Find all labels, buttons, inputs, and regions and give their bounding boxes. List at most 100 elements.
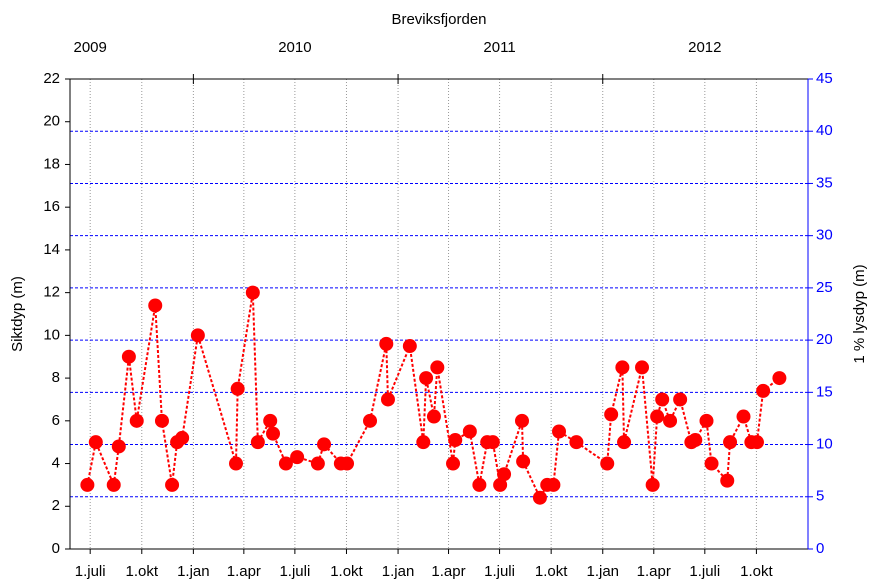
data-point (472, 477, 487, 492)
x-tick-label: 1.okt (330, 563, 363, 580)
data-point (635, 360, 650, 375)
y2-tick-label: 10 (816, 436, 833, 453)
data-point (569, 435, 584, 450)
x-tick-label: 1.okt (535, 563, 568, 580)
x-tick-label: 1.okt (126, 563, 159, 580)
data-point (516, 454, 531, 469)
data-point (263, 413, 278, 428)
y-tick-label: 6 (52, 412, 60, 429)
x-tick-label: 1.jan (586, 563, 619, 580)
data-point (600, 456, 615, 471)
data-point (655, 392, 670, 407)
data-point (363, 413, 378, 428)
data-point (266, 426, 281, 441)
data-point (379, 336, 394, 351)
data-point (704, 456, 719, 471)
data-point (175, 430, 190, 445)
data-point (532, 490, 547, 505)
data-point (426, 409, 441, 424)
x-tick-label: 1.apr (431, 563, 465, 580)
data-point (749, 435, 764, 450)
y2-tick-label: 45 (816, 70, 833, 87)
data-point (617, 435, 632, 450)
data-point (111, 439, 126, 454)
data-line (86, 292, 781, 500)
data-point (688, 433, 703, 448)
data-point (645, 477, 660, 492)
data-point (80, 477, 95, 492)
year-label: 2009 (74, 39, 107, 56)
y2-tick-label: 5 (816, 488, 824, 505)
y2-tick-label: 35 (816, 174, 833, 191)
x-tick-label: 1.okt (740, 563, 773, 580)
chart-title: Breviksfjorden (391, 11, 486, 28)
data-point (250, 435, 265, 450)
data-point (129, 413, 144, 428)
data-point (88, 435, 103, 450)
data-point (446, 456, 461, 471)
x-tick-label: 1.apr (637, 563, 671, 580)
data-point (380, 392, 395, 407)
data-point (552, 424, 567, 439)
data-point (615, 360, 630, 375)
x-tick-label: 1.apr (227, 563, 261, 580)
y-tick-label: 16 (43, 198, 60, 215)
data-point (462, 424, 477, 439)
y-tick-label: 12 (43, 284, 60, 301)
data-point (290, 450, 305, 465)
y2-tick-label: 25 (816, 279, 833, 296)
data-point (317, 437, 332, 452)
data-point (278, 456, 293, 471)
data-point (772, 371, 787, 386)
y-tick-label: 0 (52, 540, 60, 557)
data-point (148, 298, 163, 313)
data-point (673, 392, 688, 407)
y-axis-label: Siktdyp (m) (9, 276, 26, 352)
data-point (419, 371, 434, 386)
x-tick-label: 1.juli (279, 563, 310, 580)
data-point (485, 435, 500, 450)
x-tick-label: 1.jan (382, 563, 415, 580)
data-point (650, 409, 665, 424)
year-label: 2012 (688, 39, 721, 56)
data-point (416, 435, 431, 450)
x-tick-label: 1.juli (75, 563, 106, 580)
data-point (165, 477, 180, 492)
data-point (228, 456, 243, 471)
y-tick-label: 2 (52, 497, 60, 514)
data-point (448, 433, 463, 448)
y2-axis-label: 1 % lysdyp (m) (851, 264, 868, 363)
x-tick-label: 1.jan (177, 563, 210, 580)
y-tick-label: 8 (52, 369, 60, 386)
data-point (604, 407, 619, 422)
data-point (756, 383, 771, 398)
data-point (736, 409, 751, 424)
y2-tick-label: 15 (816, 383, 833, 400)
y-tick-label: 18 (43, 155, 60, 172)
data-point (402, 339, 417, 354)
y2-tick-label: 20 (816, 331, 833, 348)
data-point (514, 413, 529, 428)
data-point (430, 360, 445, 375)
data-point (497, 467, 512, 482)
data-point (154, 413, 169, 428)
y2-tick-label: 0 (816, 540, 824, 557)
y-tick-label: 10 (43, 326, 60, 343)
data-point (699, 413, 714, 428)
y2-tick-label: 40 (816, 122, 833, 139)
data-point (310, 456, 325, 471)
x-tick-label: 1.juli (484, 563, 515, 580)
data-point (230, 381, 245, 396)
data-point (723, 435, 738, 450)
data-point (121, 349, 136, 364)
data-point (546, 477, 561, 492)
y2-tick-label: 30 (816, 227, 833, 244)
x-tick-label: 1.juli (689, 563, 720, 580)
y-tick-label: 22 (43, 70, 60, 87)
data-point (340, 456, 355, 471)
data-point (190, 328, 205, 343)
y-tick-label: 20 (43, 113, 60, 130)
year-label: 2010 (278, 39, 311, 56)
year-label: 2011 (483, 39, 515, 56)
